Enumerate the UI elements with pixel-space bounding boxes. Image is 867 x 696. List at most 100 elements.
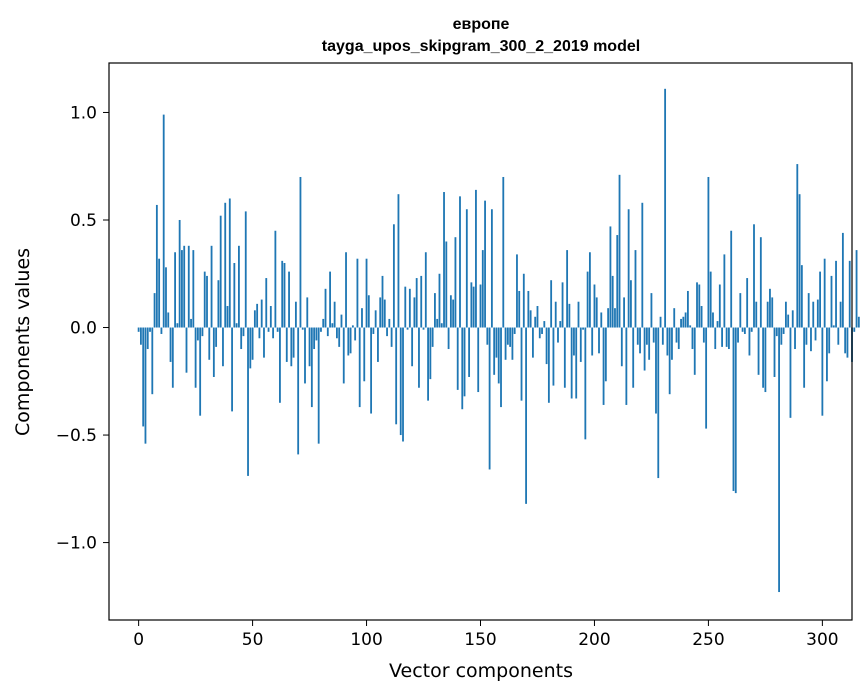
bar — [796, 164, 799, 328]
y-axis-ticks: −1.0 −0.5 0.0 0.5 1.0 — [56, 103, 109, 554]
bar — [759, 237, 762, 328]
bar — [734, 327, 737, 494]
bar — [826, 327, 828, 382]
bar — [265, 278, 268, 328]
bar — [721, 327, 723, 347]
bar — [440, 323, 443, 328]
bar — [857, 316, 860, 328]
bar — [308, 327, 311, 367]
bar — [750, 327, 753, 332]
x-axis-ticks: 0 50 100 150 200 250 300 — [133, 620, 839, 650]
bar — [707, 176, 710, 328]
bar — [511, 327, 514, 360]
bar — [741, 327, 744, 332]
bar — [691, 327, 694, 350]
bar — [299, 176, 302, 328]
bar — [816, 299, 819, 328]
bar — [778, 327, 780, 593]
bar — [372, 327, 375, 334]
x-tick-label: 300 — [806, 630, 838, 650]
x-axis-label: Vector components — [389, 660, 573, 682]
bar — [351, 325, 354, 328]
bar — [169, 327, 172, 362]
bar — [787, 314, 790, 328]
bar — [791, 310, 794, 328]
bar — [283, 263, 286, 328]
bar — [821, 327, 824, 416]
bar — [472, 286, 475, 328]
bar — [641, 202, 644, 328]
bar — [602, 327, 605, 405]
bar — [545, 327, 548, 365]
bar — [509, 327, 512, 347]
bar — [823, 258, 826, 328]
bar — [288, 271, 290, 328]
bar — [846, 327, 849, 358]
bar — [452, 299, 455, 328]
bar — [522, 273, 525, 328]
bar — [848, 260, 851, 328]
bar — [199, 327, 202, 416]
bar — [837, 327, 840, 345]
bar — [794, 327, 796, 350]
bar — [700, 306, 703, 328]
x-tick-label: 250 — [692, 630, 724, 650]
bar — [383, 299, 386, 328]
bar — [404, 286, 407, 328]
bar — [755, 301, 758, 328]
y-tick-label: 0.0 — [70, 319, 97, 339]
bar — [739, 293, 742, 328]
bar — [513, 327, 516, 334]
bar — [689, 325, 692, 328]
bar — [263, 327, 265, 358]
bar — [174, 252, 176, 328]
bar — [657, 327, 660, 479]
bar — [495, 327, 498, 358]
bar — [712, 312, 714, 328]
bar — [281, 260, 284, 328]
bar — [149, 327, 151, 332]
bar — [370, 327, 373, 414]
bar — [310, 327, 313, 408]
bar — [800, 265, 803, 328]
bar — [279, 327, 281, 403]
bar — [363, 327, 366, 382]
bar — [422, 327, 425, 330]
bar — [782, 327, 785, 334]
bar — [146, 327, 149, 350]
bar — [773, 327, 776, 377]
bar — [504, 327, 507, 360]
bar — [162, 114, 165, 328]
bar — [176, 323, 179, 328]
bar — [260, 299, 263, 328]
bar — [566, 250, 569, 328]
bar — [358, 327, 361, 408]
bar — [240, 327, 243, 350]
bar — [643, 327, 646, 371]
bar — [374, 310, 377, 328]
bar — [320, 327, 322, 332]
bar — [406, 327, 409, 330]
y-tick-label: −0.5 — [56, 426, 97, 446]
bar — [527, 290, 530, 328]
bar — [762, 327, 765, 388]
x-tick-label: 100 — [350, 630, 382, 650]
bar — [618, 174, 621, 328]
bar — [427, 327, 429, 401]
bar — [702, 327, 705, 343]
bar — [532, 327, 534, 358]
bar — [203, 271, 206, 328]
x-tick-label: 50 — [242, 630, 264, 650]
bar — [158, 258, 161, 328]
bar — [728, 327, 730, 350]
bar — [732, 327, 735, 491]
bar — [810, 327, 812, 352]
bar — [648, 327, 651, 360]
bar — [620, 327, 623, 367]
bar — [481, 250, 484, 328]
bar — [317, 327, 320, 444]
bar — [322, 318, 325, 328]
bar — [165, 267, 167, 328]
bar — [775, 327, 778, 337]
